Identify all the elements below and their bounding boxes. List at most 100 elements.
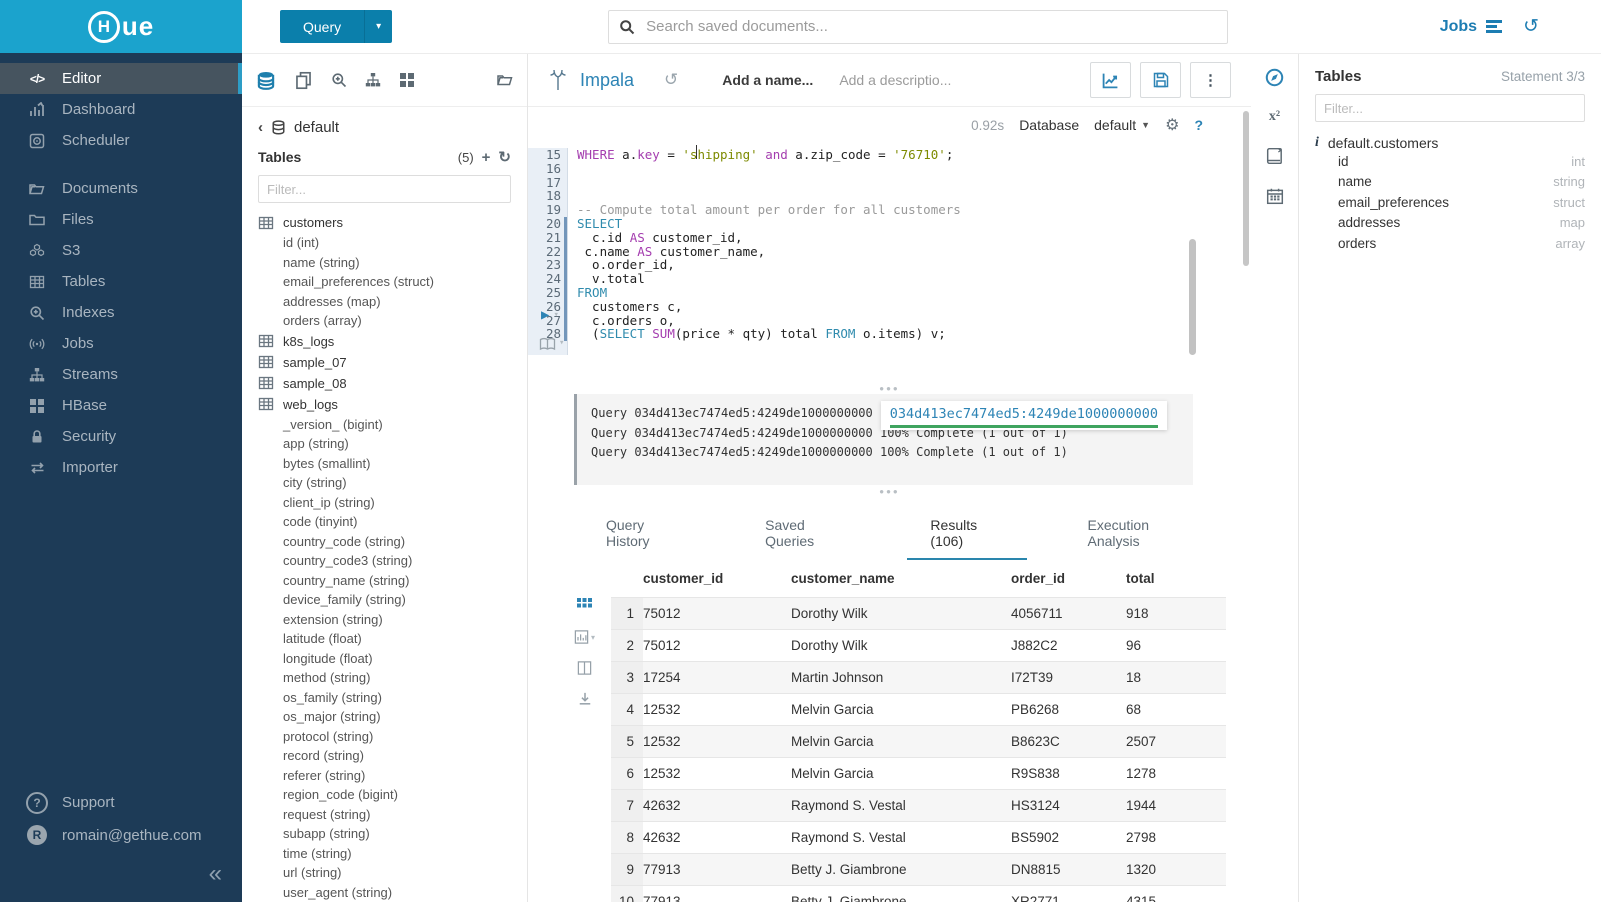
column-item[interactable]: os_family (string) [258,688,511,708]
help-icon[interactable]: ? [1194,117,1203,133]
tables-filter-input[interactable] [258,175,511,203]
refresh-icon[interactable]: ↻ [498,148,511,166]
tab-query-history[interactable]: Query History [583,507,704,560]
database-breadcrumb[interactable]: ‹ default [258,119,511,136]
sidebar-item-security[interactable]: Security [0,421,242,452]
table-item-k8s_logs[interactable]: k8s_logs [258,331,511,352]
column-header-customer_name[interactable]: customer_name [791,562,1011,598]
column-item[interactable]: longitude (float) [258,649,511,669]
jobs-link[interactable]: Jobs [1440,18,1503,36]
active-table[interactable]: i default.customers [1315,135,1585,151]
new-query-dropdown[interactable]: ▾ [364,10,392,43]
copy-icon[interactable] [294,71,313,90]
grid-view-icon[interactable] [577,598,592,613]
assistant-compass-icon[interactable] [1265,68,1284,87]
query-description-input[interactable]: Add a descriptio... [839,72,951,88]
functions-x2-icon[interactable]: x² [1269,109,1280,125]
column-item[interactable]: method (string) [258,668,511,688]
column-item[interactable]: app (string) [258,434,511,454]
sidebar-item-streams[interactable]: Streams [0,359,242,390]
sidebar-item-dashboard[interactable]: Dashboard [0,94,242,125]
table-item-web_logs[interactable]: web_logs [258,394,511,415]
column-item[interactable]: code (tinyint) [258,512,511,532]
main-scrollbar[interactable] [1243,111,1249,266]
query-name-input[interactable]: Add a name... [722,72,813,88]
zoom-plus-icon[interactable] [331,72,347,88]
query-history-icon[interactable]: ↺ [664,70,678,90]
column-item[interactable]: region_code (bigint) [258,785,511,805]
sidebar-item-tables[interactable]: Tables [0,266,242,297]
db-icon[interactable] [256,71,276,90]
database-selector[interactable]: default▼ [1094,117,1150,133]
settings-gear-icon[interactable]: ⚙ [1165,115,1179,135]
column-item[interactable]: url (string) [258,863,511,883]
resize-handle-bottom[interactable]: ●●● [528,485,1251,497]
column-item[interactable]: subapp (string) [258,824,511,844]
tab-execution-analysis[interactable]: Execution Analysis [1065,507,1213,560]
sidebar-item-support[interactable]: ?Support [0,787,242,818]
search-input[interactable] [644,17,1217,36]
right-column-name[interactable]: namestring [1315,172,1585,193]
sidebar-item-files[interactable]: Files [0,204,242,235]
resize-handle-top[interactable]: ●●● [528,382,1251,394]
right-column-email_preferences[interactable]: email_preferencesstruct [1315,192,1585,213]
sitemap-icon[interactable] [365,72,381,88]
column-item[interactable]: record (string) [258,746,511,766]
right-column-orders[interactable]: ordersarray [1315,233,1585,254]
column-item[interactable]: addresses (map) [258,292,511,312]
add-table-icon[interactable]: + [482,149,491,166]
column-item[interactable]: latitude (float) [258,629,511,649]
column-item[interactable]: country_code (string) [258,532,511,552]
execute-button[interactable]: ▶▾ [541,309,559,323]
history-icon[interactable]: ↺ [1523,15,1539,38]
editor-scrollbar[interactable] [1189,239,1196,355]
download-icon[interactable] [578,692,592,706]
columns-view-icon[interactable] [577,661,592,675]
column-item[interactable]: extension (string) [258,610,511,630]
chart-button[interactable] [1090,62,1131,98]
column-header-total[interactable]: total [1126,562,1226,598]
grid-icon[interactable] [399,72,415,88]
sidebar-item-scheduler[interactable]: Scheduler [0,125,242,156]
chart-view-icon[interactable]: ▾ [574,630,595,644]
column-item[interactable]: orders (array) [258,311,511,331]
presentation-mode-button[interactable]: ▾ [539,337,564,351]
sidebar-item-hbase[interactable]: HBase [0,390,242,421]
column-item[interactable]: protocol (string) [258,727,511,747]
table-item-sample_07[interactable]: sample_07 [258,352,511,373]
save-button[interactable] [1140,62,1181,98]
tab-results-106-[interactable]: Results (106) [907,507,1026,560]
sidebar-item-indexes[interactable]: Indexes [0,297,242,328]
column-item[interactable]: email_preferences (struct) [258,272,511,292]
column-item[interactable]: request (string) [258,805,511,825]
column-item[interactable]: client_ip (string) [258,493,511,513]
right-column-addresses[interactable]: addressesmap [1315,213,1585,234]
column-item[interactable]: os_major (string) [258,707,511,727]
right-column-id[interactable]: idint [1315,151,1585,172]
right-filter-input[interactable] [1315,94,1585,122]
table-item-sample_08[interactable]: sample_08 [258,373,511,394]
hue-logo[interactable]: H ue [0,0,242,53]
column-item[interactable]: user_agent (string) [258,883,511,902]
collapse-sidebar-button[interactable]: « [0,852,242,898]
column-item[interactable]: time (string) [258,844,511,864]
more-actions-button[interactable]: ⋮ [1190,62,1231,98]
query-id-link[interactable]: 034d413ec7474ed5:4249de1000000000 [881,401,1167,430]
column-item[interactable]: device_family (string) [258,590,511,610]
column-item[interactable]: id (int) [258,233,511,253]
column-header-customer_id[interactable]: customer_id [643,562,791,598]
column-header-order_id[interactable]: order_id [1011,562,1126,598]
sidebar-item-user[interactable]: Rromain@gethue.com [0,818,242,852]
table-item-customers[interactable]: customers [258,212,511,233]
language-reference-icon[interactable] [1266,147,1284,165]
sidebar-item-s3[interactable]: S3 [0,235,242,266]
sidebar-item-editor[interactable]: </>Editor [0,63,242,94]
sidebar-item-documents[interactable]: Documents [0,173,242,204]
tab-saved-queries[interactable]: Saved Queries [742,507,869,560]
column-item[interactable]: city (string) [258,473,511,493]
column-item[interactable]: country_name (string) [258,571,511,591]
folder-open-icon[interactable] [497,72,513,88]
new-query-button[interactable]: Query [280,10,364,43]
column-item[interactable]: bytes (smallint) [258,454,511,474]
column-item[interactable]: name (string) [258,253,511,273]
